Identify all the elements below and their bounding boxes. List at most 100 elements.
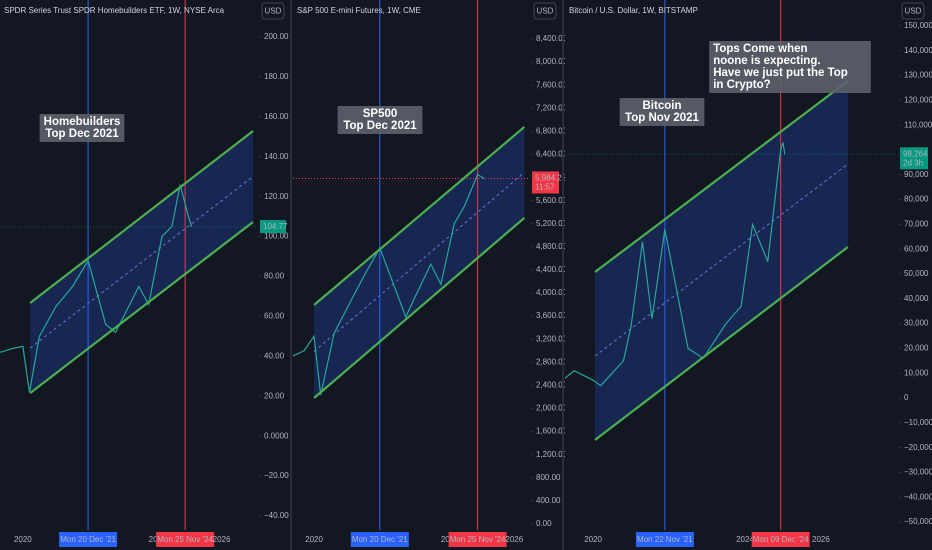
channel-mid: [29, 176, 254, 349]
y-tick-label: 180.00: [264, 72, 289, 81]
y-tick-label: 0: [904, 393, 909, 402]
y-tick-label: −40.00: [264, 511, 289, 520]
crosshair-date-label: Mon 25 Nov '24: [450, 535, 506, 544]
y-tick-label: 7,600.00: [536, 80, 568, 89]
channel-line: [594, 246, 849, 441]
channel-line: [594, 80, 849, 273]
last-price-label: 5,984.25: [535, 174, 567, 183]
panel: [293, 0, 563, 550]
y-tick-label: 140.00: [264, 152, 289, 161]
y-tick-label: 80.00: [264, 272, 285, 281]
y-tick-label: 2,000.00: [536, 404, 568, 413]
currency-label: USD: [905, 7, 922, 16]
y-tick-label: −40,000: [904, 492, 932, 501]
channel-line: [313, 126, 526, 306]
channel-mid: [594, 163, 849, 357]
y-tick-label: 140,000: [904, 46, 932, 55]
y-tick-label: 90,000: [904, 170, 929, 179]
y-tick-label: 8,000.00: [536, 57, 568, 66]
y-tick-label: 4,400.00: [536, 265, 568, 274]
y-tick-label: 0.00: [536, 519, 552, 528]
annotation-text: Bitcoin: [643, 100, 682, 112]
panel: [0, 0, 290, 550]
y-tick-label: 30,000: [904, 319, 929, 328]
y-tick-label: 5,600.00: [536, 196, 568, 205]
y-tick-label: −30,000: [904, 468, 932, 477]
y-tick-label: 400.00: [536, 496, 561, 505]
price-line: [564, 142, 786, 387]
annotation-text: noone is expecting.: [713, 55, 820, 67]
y-tick-label: 8,400.00: [536, 34, 568, 43]
channel-line: [29, 130, 254, 304]
price-line: [0, 184, 193, 393]
y-tick-label: 6,400.00: [536, 150, 568, 159]
annotation-text: Top Nov 2021: [625, 112, 700, 124]
y-tick-label: 20,000: [904, 344, 929, 353]
x-tick-label: 2026: [213, 535, 231, 544]
y-tick-label: 4,800.00: [536, 242, 568, 251]
annotation-text: Top Dec 2021: [45, 128, 119, 140]
y-tick-label: 4,000.00: [536, 288, 568, 297]
currency-label: USD: [265, 7, 282, 16]
currency-button: [901, 2, 925, 20]
annotation-text: Homebuilders: [44, 116, 121, 128]
y-tick-label: 40.00: [264, 351, 285, 360]
x-tick-label: 202: [149, 535, 163, 544]
y-tick-label: −20.00: [264, 471, 289, 480]
time-axis: [0, 530, 290, 550]
y-tick-label: 40,000: [904, 294, 929, 303]
y-tick-label: 130,000: [904, 71, 932, 80]
x-tick-label: 2020: [305, 535, 323, 544]
y-tick-label: 5,200.00: [536, 219, 568, 228]
y-tick-label: −20,000: [904, 443, 932, 452]
chart-title: Bitcoin / U.S. Dollar, 1W, BITSTAMP: [569, 6, 698, 15]
annotation-text: Have we just put the Top: [713, 67, 848, 79]
chart-title: S&P 500 E-mini Futures, 1W, CME: [297, 6, 421, 15]
y-tick-label: 150,000: [904, 21, 932, 30]
x-tick-label: 2026: [505, 535, 523, 544]
y-tick-label: 120,000: [904, 95, 932, 104]
y-tick-label: 6,800.00: [536, 126, 568, 135]
x-tick-label: 2020: [584, 535, 602, 544]
crosshair-date-label: Mon 09 Dec '24: [753, 535, 809, 544]
y-tick-label: 80,000: [904, 195, 929, 204]
y-tick-label: 60.00: [264, 312, 285, 321]
crosshair-date-label: Mon 22 Nov '21: [637, 535, 693, 544]
y-tick-label: 7,200.00: [536, 103, 568, 112]
crosshair-date-box: [59, 532, 118, 547]
crosshair-date-label: Mon 20 Dec '21: [60, 535, 116, 544]
x-tick-label: 2026: [812, 535, 830, 544]
currency-button: [261, 2, 285, 20]
price-line: [292, 173, 485, 396]
crosshair-date-box: [635, 532, 694, 547]
y-tick-label: −50,000: [904, 517, 932, 526]
y-tick-label: 10,000: [904, 368, 929, 377]
annotation-text: SP500: [363, 108, 398, 120]
crosshair-date-label: Mon 20 Dec '21: [352, 535, 408, 544]
y-tick-label: 3,600.00: [536, 311, 568, 320]
y-tick-label: −10,000: [904, 418, 932, 427]
annotation-box: [39, 114, 125, 142]
crosshair-date-box: [751, 532, 810, 547]
last-price-tag: [532, 171, 559, 194]
channel-line: [29, 221, 254, 394]
crosshair-date-box: [448, 532, 507, 547]
countdown-label: 2d 3h: [903, 158, 923, 167]
x-tick-label: 202: [441, 535, 455, 544]
annotation-text: Top Dec 2021: [343, 120, 417, 132]
currency-button: [533, 2, 557, 20]
countdown-label: 11:57: [535, 183, 555, 192]
annotation-box: [619, 98, 705, 126]
y-tick-label: 2,800.00: [536, 357, 568, 366]
y-tick-label: 110,000: [904, 120, 932, 129]
y-tick-label: 100.00: [264, 232, 289, 241]
last-price-label: 104.77: [263, 222, 288, 231]
crosshair-date-label: Mon 25 Nov '24: [157, 535, 213, 544]
annotation-box: [337, 106, 423, 134]
last-price-tag: [260, 220, 286, 234]
y-tick-label: 60,000: [904, 244, 929, 253]
annotation-box: [709, 41, 871, 93]
chart-title: SPDR Series Trust SPDR Homebuilders ETF,…: [4, 6, 225, 15]
x-tick-label: 2020: [14, 535, 32, 544]
